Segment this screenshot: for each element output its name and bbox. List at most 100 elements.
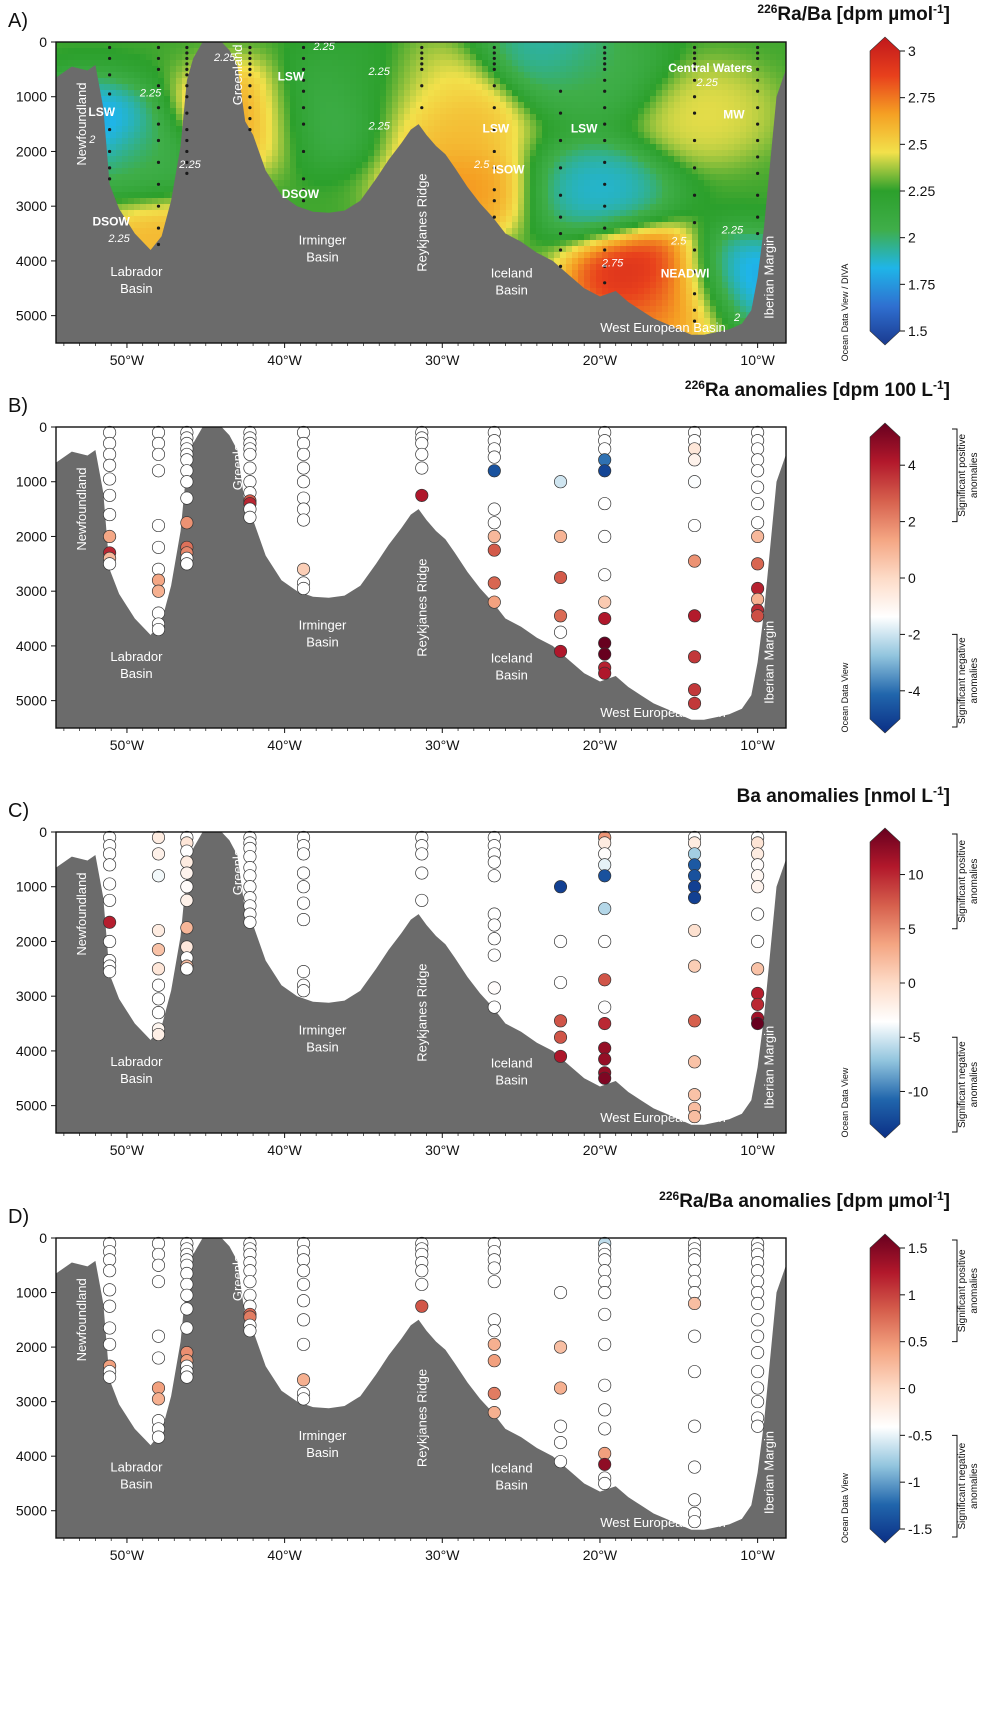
field-cell bbox=[524, 240, 531, 247]
field-cell bbox=[530, 216, 537, 223]
field-cell bbox=[146, 174, 153, 181]
field-cell bbox=[104, 144, 111, 151]
field-cell bbox=[554, 42, 561, 49]
field-cell bbox=[356, 198, 363, 205]
field-cell bbox=[632, 150, 639, 157]
field-cell bbox=[512, 234, 519, 241]
field-cell bbox=[320, 60, 327, 67]
field-cell bbox=[332, 48, 339, 55]
field-cell bbox=[530, 84, 537, 91]
field-cell bbox=[302, 84, 309, 91]
field-cell bbox=[140, 168, 147, 175]
field-cell bbox=[536, 192, 543, 199]
field-cell bbox=[590, 246, 597, 253]
field-cell bbox=[494, 204, 501, 211]
field-cell bbox=[110, 162, 117, 169]
field-cell bbox=[116, 96, 123, 103]
field-cell bbox=[368, 126, 375, 133]
field-cell bbox=[332, 180, 339, 187]
field-cell bbox=[542, 84, 549, 91]
field-cell bbox=[290, 102, 297, 109]
field-cell bbox=[560, 72, 567, 79]
field-cell bbox=[146, 78, 153, 85]
field-cell bbox=[608, 72, 615, 79]
field-cell bbox=[596, 90, 603, 97]
field-cell bbox=[116, 54, 123, 61]
field-cell bbox=[566, 270, 573, 277]
field-cell bbox=[584, 270, 591, 277]
field-cell bbox=[476, 42, 483, 49]
field-cell bbox=[314, 96, 321, 103]
field-cell bbox=[116, 66, 123, 73]
field-cell bbox=[632, 264, 639, 271]
field-cell bbox=[458, 168, 465, 175]
field-cell bbox=[500, 120, 507, 127]
field-cell bbox=[590, 216, 597, 223]
field-cell bbox=[596, 150, 603, 157]
field-cell bbox=[620, 132, 627, 139]
field-cell bbox=[524, 198, 531, 205]
field-cell bbox=[488, 204, 495, 211]
field-cell bbox=[110, 144, 117, 151]
field-cell bbox=[278, 168, 285, 175]
field-cell bbox=[518, 72, 525, 79]
field-cell bbox=[344, 72, 351, 79]
field-cell bbox=[350, 78, 357, 85]
field-cell bbox=[110, 66, 117, 73]
field-cell bbox=[128, 120, 135, 127]
field-cell bbox=[350, 150, 357, 157]
field-cell bbox=[620, 264, 627, 271]
field-cell bbox=[260, 150, 267, 157]
field-cell bbox=[68, 42, 75, 49]
field-cell bbox=[146, 192, 153, 199]
field-cell bbox=[548, 204, 555, 211]
field-cell bbox=[566, 192, 573, 199]
field-cell bbox=[326, 144, 333, 151]
field-cell bbox=[494, 84, 501, 91]
field-cell bbox=[242, 42, 249, 49]
field-cell bbox=[626, 198, 633, 205]
field-cell bbox=[134, 84, 141, 91]
field-cell bbox=[518, 132, 525, 139]
field-cell bbox=[620, 204, 627, 211]
field-cell bbox=[524, 42, 531, 49]
field-cell bbox=[380, 102, 387, 109]
field-cell bbox=[302, 54, 309, 61]
field-cell bbox=[446, 42, 453, 49]
field-cell bbox=[140, 198, 147, 205]
field-cell bbox=[602, 132, 609, 139]
field-cell bbox=[632, 258, 639, 265]
field-cell bbox=[614, 276, 621, 283]
field-cell bbox=[398, 132, 405, 139]
field-cell bbox=[344, 132, 351, 139]
field-cell bbox=[614, 192, 621, 199]
field-cell bbox=[560, 126, 567, 133]
field-cell bbox=[134, 96, 141, 103]
field-cell bbox=[182, 78, 189, 85]
field-cell bbox=[452, 90, 459, 97]
field-cell bbox=[116, 174, 123, 181]
field-cell bbox=[470, 90, 477, 97]
field-cell bbox=[314, 168, 321, 175]
field-cell bbox=[452, 138, 459, 145]
field-cell bbox=[500, 66, 507, 73]
field-cell bbox=[584, 120, 591, 127]
field-cell bbox=[128, 114, 135, 121]
field-cell bbox=[590, 258, 597, 265]
field-cell bbox=[506, 132, 513, 139]
field-cell bbox=[584, 126, 591, 133]
field-cell bbox=[344, 138, 351, 145]
field-cell bbox=[326, 204, 333, 211]
field-cell bbox=[620, 102, 627, 109]
field-cell bbox=[614, 96, 621, 103]
field-cell bbox=[470, 144, 477, 151]
field-cell bbox=[116, 78, 123, 85]
field-cell bbox=[530, 168, 537, 175]
field-cell bbox=[572, 204, 579, 211]
field-cell bbox=[164, 192, 171, 199]
field-cell bbox=[254, 60, 261, 67]
field-cell bbox=[542, 210, 549, 217]
field-cell bbox=[284, 48, 291, 55]
field-cell bbox=[170, 60, 177, 67]
field-cell bbox=[188, 48, 195, 55]
